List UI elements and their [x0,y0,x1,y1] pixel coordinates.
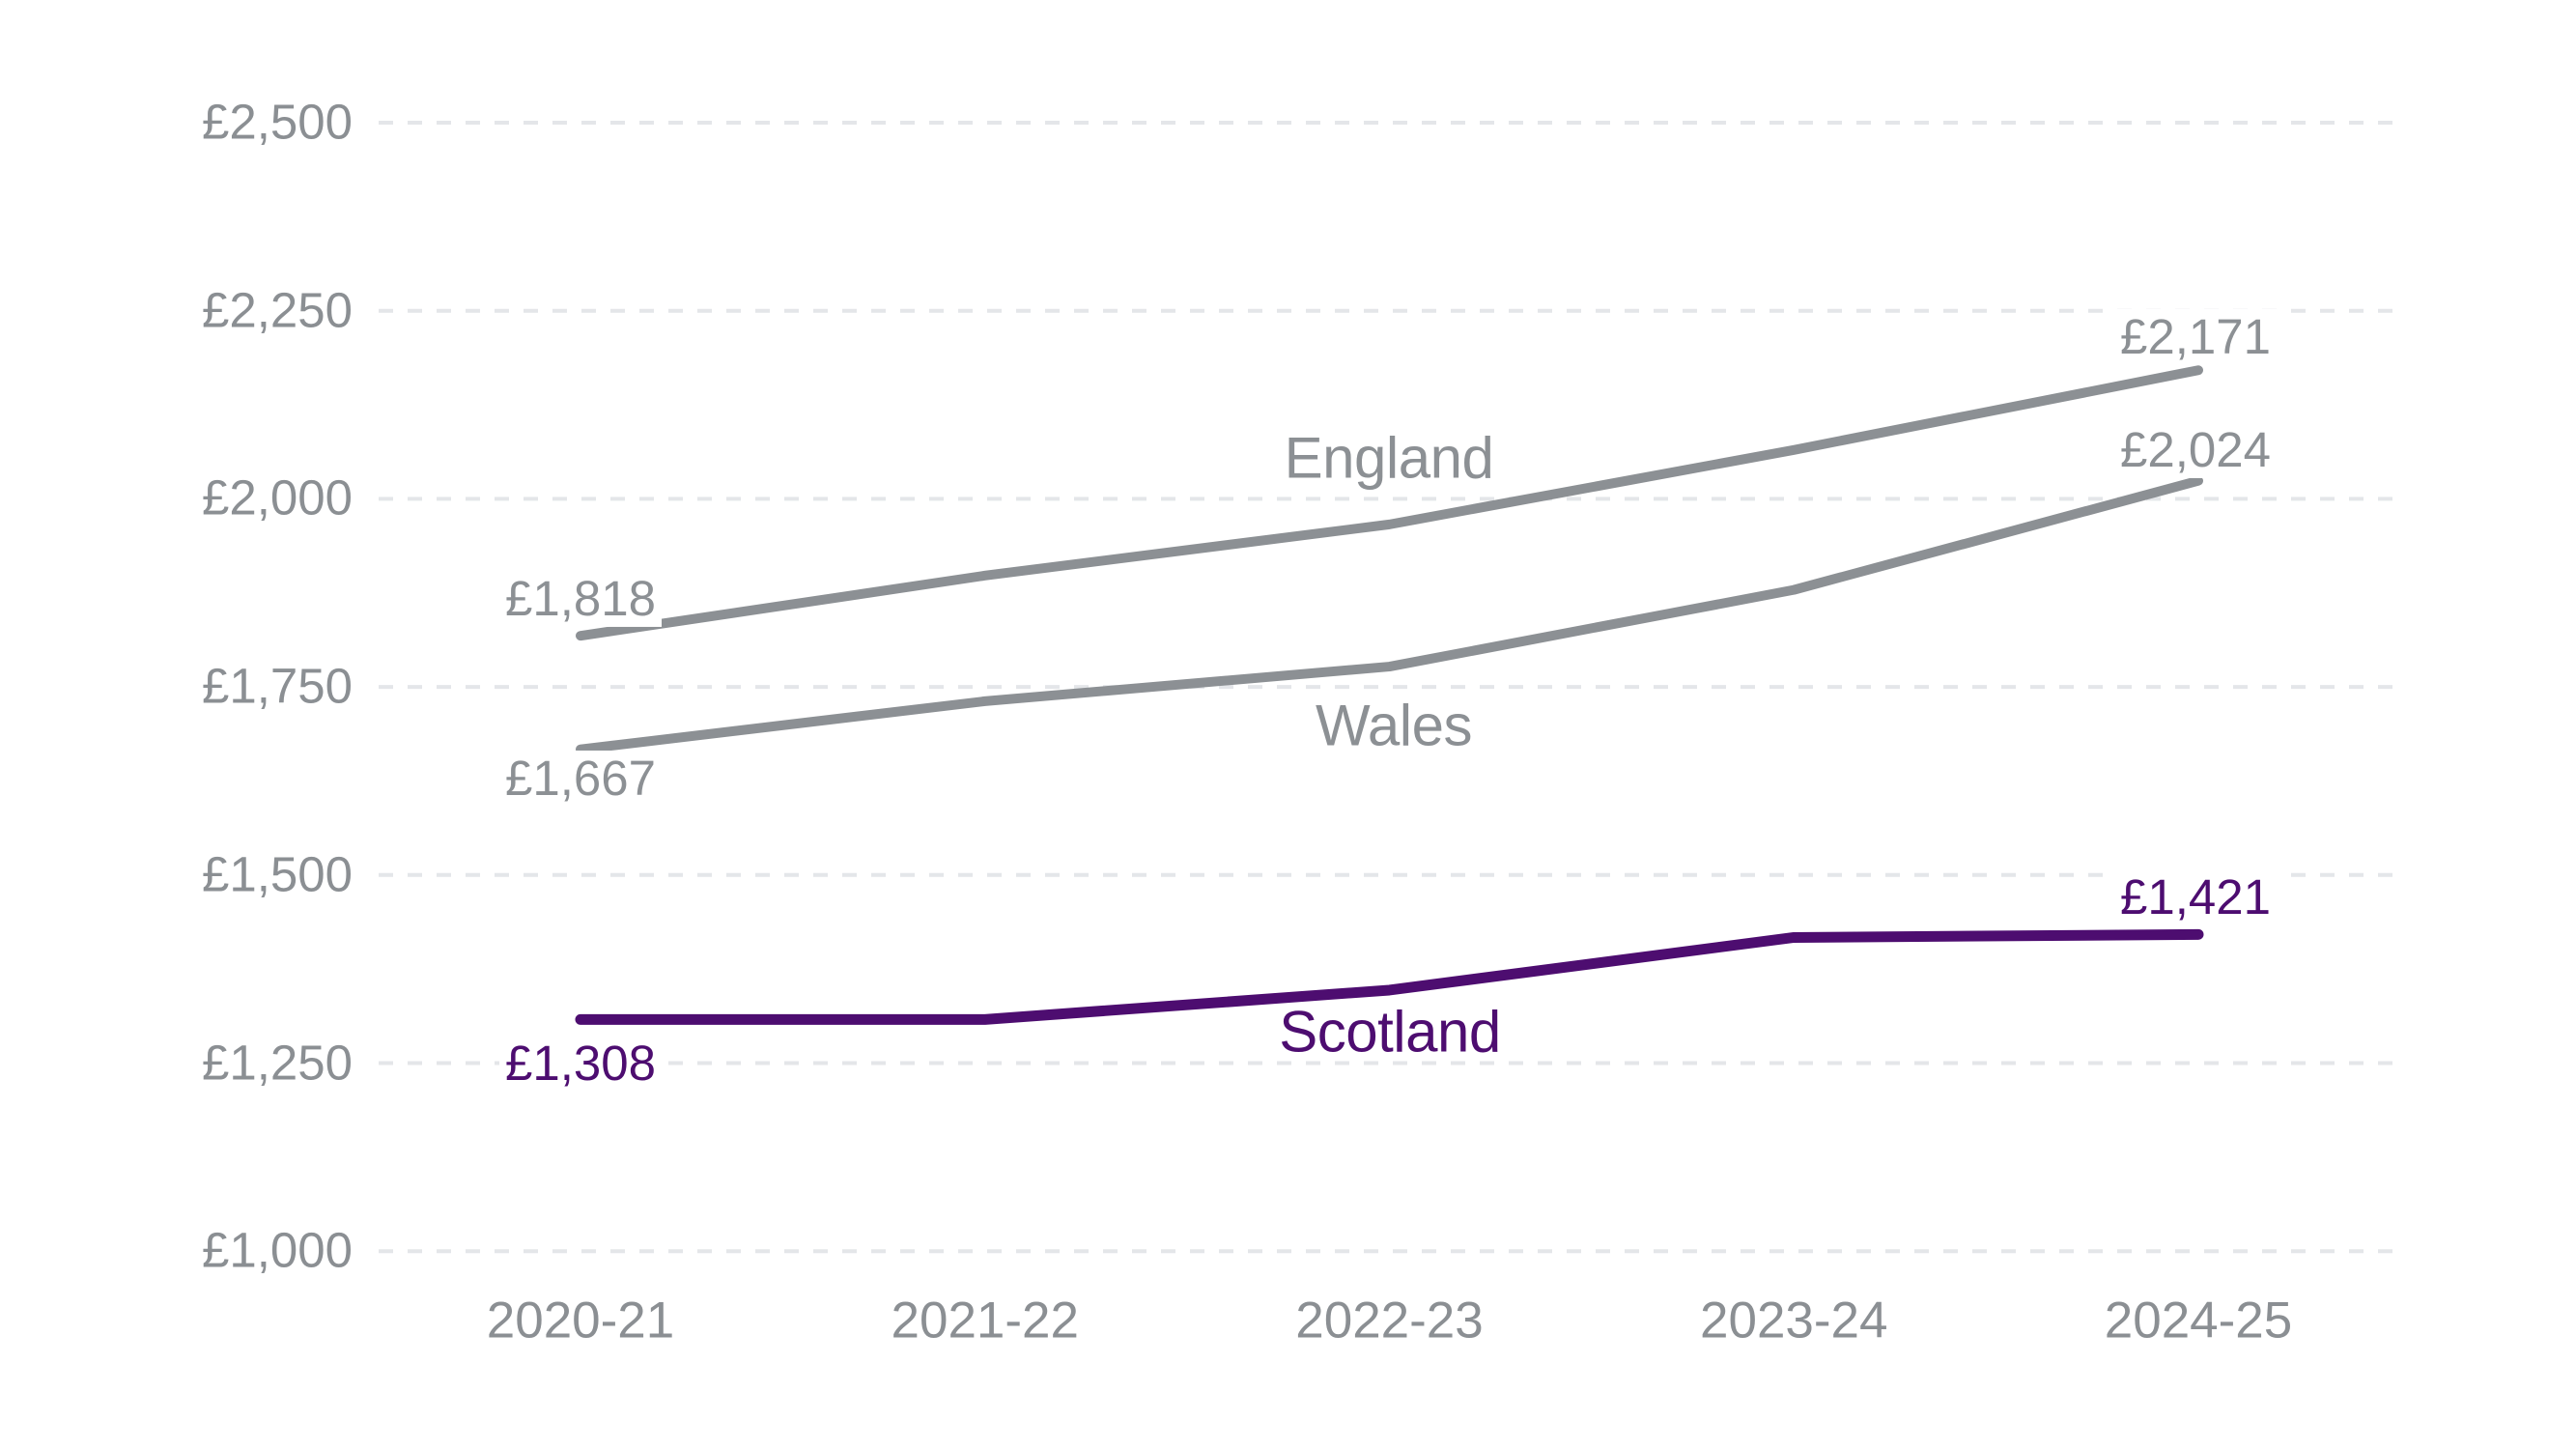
series-line-england [576,365,2203,641]
y-axis-label: £2,000 [202,469,353,526]
gridlines [379,121,2400,1254]
y-axis-label: £2,250 [202,282,353,338]
value-label-last-wales: £2,024 [2114,421,2277,478]
value-label-first-england: £1,818 [499,571,662,628]
y-axis-label: £1,250 [202,1034,353,1090]
x-axis-label: 2020-21 [486,1292,675,1350]
value-label-last-scotland: £1,421 [2114,869,2277,926]
series-label-wales: Wales [1316,693,1472,758]
series-label-england: England [1284,425,1494,491]
y-axis-label: £1,750 [202,658,353,714]
x-axis-label: 2022-23 [1295,1292,1484,1350]
series-line-scotland [575,928,2204,1025]
value-label-last-england: £2,171 [2114,309,2277,366]
y-axis-label: £1,500 [202,846,353,902]
series-label-scotland: Scotland [1279,999,1501,1065]
value-label-first-wales: £1,667 [499,750,662,807]
y-axis-label: £2,500 [202,94,353,150]
x-axis-label: 2023-24 [1699,1292,1888,1350]
series-line-wales [576,475,2203,754]
x-axis-label: 2024-25 [2104,1292,2293,1350]
y-axis-label: £1,000 [202,1222,353,1278]
value-label-first-scotland: £1,308 [499,1036,662,1093]
series-lines [575,365,2204,1025]
x-axis-label: 2021-22 [891,1292,1080,1350]
